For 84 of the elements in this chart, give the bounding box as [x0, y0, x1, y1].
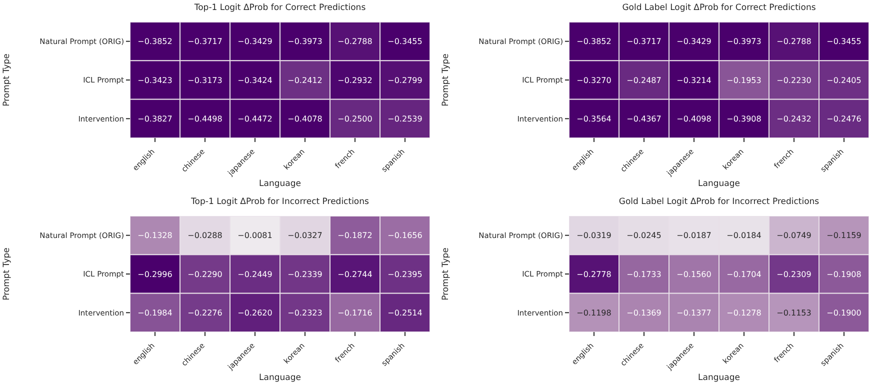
- data-label: −0.4078: [288, 114, 322, 124]
- data-label: −0.2799: [388, 76, 422, 85]
- data-label: −0.1704: [726, 270, 762, 279]
- data-label: −0.3852: [576, 37, 612, 46]
- data-label: −0.1369: [626, 308, 662, 318]
- data-label: −0.2395: [388, 270, 422, 279]
- y-axis-title: Prompt Type: [441, 248, 452, 300]
- data-label: −0.3423: [138, 76, 172, 85]
- data-label: −0.2778: [576, 270, 612, 279]
- data-label: −0.1716: [338, 308, 372, 318]
- chart-title: Gold Label Logit ΔProb for Correct Predictions: [621, 3, 817, 13]
- data-label: −0.4098: [676, 114, 712, 124]
- x-axis-title: Language: [698, 373, 740, 383]
- data-label: −0.2432: [776, 114, 812, 124]
- x-axis-title: Language: [259, 373, 301, 383]
- data-label: −0.1278: [726, 308, 762, 318]
- data-label: −0.3827: [138, 114, 172, 124]
- data-label: −0.1198: [576, 308, 612, 318]
- data-label: −0.0081: [238, 231, 272, 240]
- data-label: −0.1872: [338, 231, 372, 240]
- data-label: −0.3429: [238, 37, 272, 46]
- chart-title: Top-1 Logit ΔProb for Incorrect Predictions: [190, 197, 370, 207]
- data-label: −0.2290: [188, 270, 222, 279]
- data-label: −0.2788: [338, 37, 372, 46]
- chart-title: Top-1 Logit ΔProb for Correct Predictions: [193, 3, 367, 13]
- data-label: −0.2449: [238, 270, 272, 279]
- data-label: −0.3429: [676, 37, 712, 46]
- data-label: −0.4367: [626, 114, 662, 124]
- data-label: −0.2339: [288, 270, 322, 279]
- data-label: −0.2323: [288, 308, 322, 318]
- chart-title: Gold Label Logit ΔProb for Incorrect Predictions: [618, 197, 820, 207]
- data-label: −0.2539: [388, 114, 422, 124]
- data-label: −0.1159: [826, 231, 862, 240]
- data-label: −0.2788: [776, 37, 812, 46]
- data-label: −0.0187: [676, 231, 712, 240]
- data-label: −0.0327: [288, 231, 322, 240]
- data-label: −0.2476: [826, 114, 862, 124]
- data-label: −0.0319: [576, 231, 612, 240]
- data-label: −0.2276: [188, 308, 222, 318]
- data-label: −0.3424: [238, 76, 272, 85]
- data-label: −0.1656: [388, 231, 422, 240]
- data-label: −0.0749: [776, 231, 812, 240]
- data-label: −0.1153: [776, 308, 812, 318]
- data-label: −0.1984: [138, 308, 172, 318]
- data-label: −0.1733: [626, 270, 662, 279]
- data-label: −0.2620: [238, 308, 272, 318]
- y-axis-title: Prompt Type: [441, 54, 452, 106]
- data-label: −0.4472: [238, 114, 272, 124]
- data-label: −0.4498: [188, 114, 222, 124]
- data-label: −0.3717: [188, 37, 222, 46]
- x-axis-title: Language: [259, 179, 301, 189]
- data-label: −0.2744: [338, 270, 372, 279]
- data-label: −0.2932: [338, 76, 372, 85]
- data-label: −0.3455: [388, 37, 422, 46]
- data-label: −0.2309: [776, 270, 812, 279]
- data-label: −0.2487: [626, 76, 662, 85]
- data-label: −0.3455: [826, 37, 862, 46]
- data-label: −0.1560: [676, 270, 712, 279]
- data-label: −0.3717: [626, 37, 662, 46]
- data-label: −0.2514: [388, 308, 422, 318]
- data-label: −0.1953: [726, 76, 762, 85]
- data-label: −0.2230: [776, 76, 812, 85]
- data-label: −0.1377: [676, 308, 712, 318]
- data-label: −0.3214: [676, 76, 712, 85]
- data-label: −0.3908: [726, 114, 762, 124]
- y-axis-title: Prompt Type: [2, 54, 12, 106]
- data-label: −0.2405: [826, 76, 862, 85]
- data-label: −0.2412: [288, 76, 322, 85]
- data-label: −0.2500: [338, 114, 372, 124]
- data-label: −0.3173: [188, 76, 222, 85]
- data-label: −0.0184: [726, 231, 762, 240]
- data-label: −0.1328: [138, 231, 172, 240]
- data-label: −0.1900: [826, 308, 862, 318]
- data-label: −0.3564: [576, 114, 612, 124]
- y-axis-title: Prompt Type: [2, 248, 12, 300]
- data-label: −0.0288: [188, 231, 222, 240]
- data-label: −0.3270: [576, 76, 612, 85]
- x-axis-title: Language: [698, 179, 740, 189]
- data-label: −0.2996: [138, 270, 172, 279]
- data-label: −0.1908: [826, 270, 862, 279]
- data-label: −0.0245: [626, 231, 662, 240]
- data-label: −0.3973: [726, 37, 762, 46]
- data-label: −0.3852: [138, 37, 172, 46]
- data-label: −0.3973: [288, 37, 322, 46]
